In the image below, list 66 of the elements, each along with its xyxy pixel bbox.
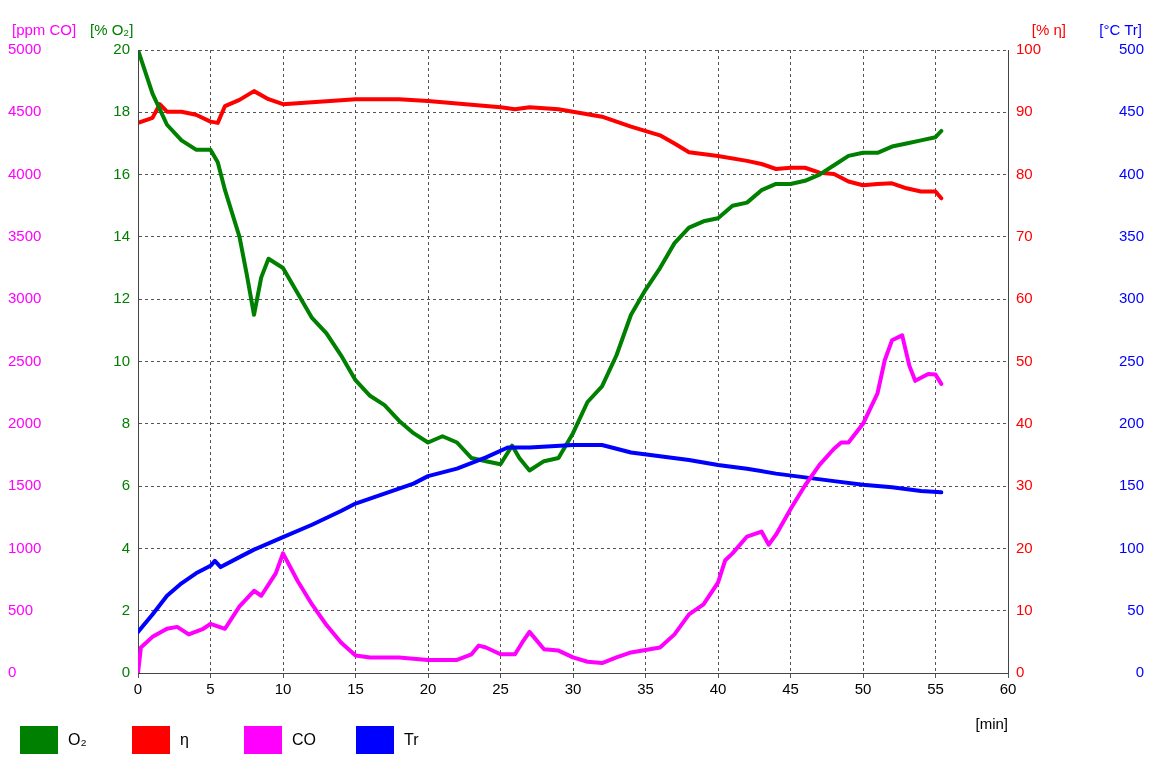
y-axis-title: [% O₂] [90,20,134,38]
y2-tick-label: 500 [1118,40,1144,58]
y-tick-label: 18 [113,102,130,120]
x-tick-label: 60 [999,680,1017,698]
y-tick-label: 14 [113,227,130,245]
y2-tick-label: 350 [1118,227,1144,245]
y2-tick-label: 40 [1016,413,1033,431]
x-tick-label: 55 [927,680,944,698]
x-tick-label: 5 [206,680,215,698]
y2-axis-title: [% η] [1031,20,1066,38]
x-tick-label: 15 [347,680,364,698]
x-tick-label: 30 [564,680,582,698]
y-tick-label: 4000 [8,164,42,182]
y-tick-label: 3000 [8,289,42,307]
y2-tick-label: 80 [1016,164,1033,182]
y-tick-label: 12 [113,289,130,307]
x-tick-label: 10 [274,680,292,698]
y2-tick-label: 0 [1135,663,1144,681]
x-tick-label: 25 [492,680,509,698]
y2-tick-label: 300 [1118,289,1144,307]
legend-label: CO [292,731,316,749]
legend-label: η [180,731,189,749]
y-tick-label: 0 [121,663,130,681]
x-tick-label: 20 [419,680,437,698]
y2-axis-title: [°C Tr] [1099,20,1142,38]
x-tick-label: 50 [854,680,872,698]
y2-tick-label: 0 [1016,663,1025,681]
legend-label: Tr [404,731,419,749]
y-axis-title: [ppm CO] [12,20,77,38]
y2-tick-label: 10 [1016,600,1033,618]
y-tick-label: 16 [113,164,130,182]
y2-tick-label: 70 [1016,227,1033,245]
y-tick-label: 2000 [8,413,42,431]
y-tick-label: 3500 [8,227,42,245]
y2-tick-label: 30 [1016,476,1033,494]
y2-tick-label: 100 [1016,40,1042,58]
y2-tick-label: 200 [1118,413,1144,431]
y-tick-label: 1000 [8,538,42,556]
y-tick-label: 1500 [8,476,42,494]
x-tick-label: 0 [133,680,143,698]
y2-tick-label: 450 [1118,102,1144,120]
x-tick-label: 35 [637,680,654,698]
y2-tick-label: 20 [1016,538,1033,556]
y2-tick-label: 250 [1118,351,1144,369]
y-tick-label: 8 [121,413,130,431]
y2-tick-label: 50 [1016,351,1033,369]
y-tick-label: 4500 [8,102,42,120]
y2-tick-label: 50 [1127,600,1144,618]
x-tick-label: 40 [709,680,727,698]
y-tick-label: 6 [121,476,130,494]
y-tick-label: 0 [8,663,17,681]
y-tick-label: 2 [121,600,130,618]
y2-tick-label: 400 [1118,164,1144,182]
y2-tick-label: 100 [1118,538,1144,556]
y-tick-label: 5000 [8,40,42,58]
y-tick-label: 500 [8,600,34,618]
x-tick-label: 45 [782,680,799,698]
y-tick-label: 20 [113,40,130,58]
y-tick-label: 2500 [8,351,42,369]
y2-tick-label: 90 [1016,102,1033,120]
y2-tick-label: 150 [1118,476,1144,494]
y-tick-label: 4 [121,538,130,556]
y-tick-label: 10 [113,351,130,369]
y2-tick-label: 60 [1016,289,1033,307]
legend-label: O₂ [68,731,87,749]
x-axis-title: [min] [975,715,1008,733]
